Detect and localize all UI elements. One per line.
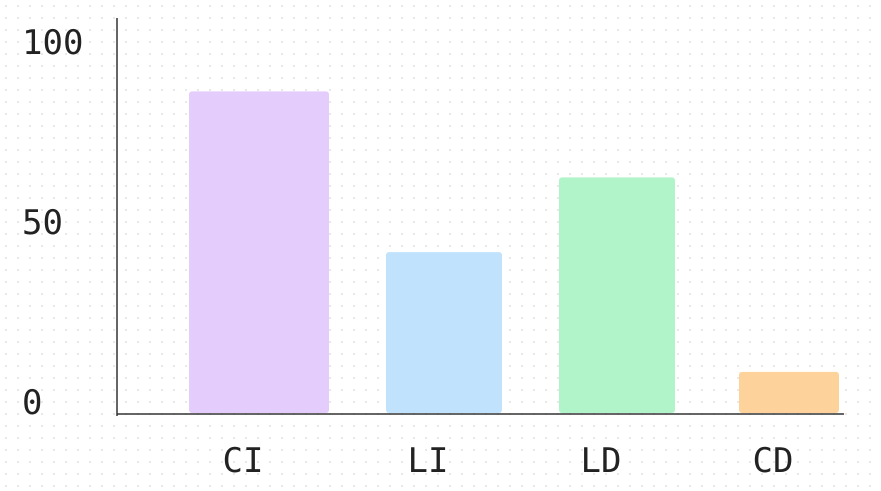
x-category-label: LD <box>581 441 622 481</box>
x-category-label: LI <box>408 441 449 481</box>
bar-ld <box>559 177 675 413</box>
x-category-label: CD <box>753 441 794 481</box>
bars-layer <box>189 91 839 414</box>
bar-li <box>386 252 502 413</box>
bar-ci <box>189 91 329 414</box>
y-tick-label: 50 <box>22 203 63 243</box>
x-category-label: CI <box>223 441 264 481</box>
y-axis-ticks: 0 50 100 <box>22 23 83 423</box>
x-axis-labels: CI LI LD CD <box>223 441 794 481</box>
y-tick-label: 0 <box>22 383 42 423</box>
y-tick-label: 100 <box>22 23 83 63</box>
bar-cd <box>739 371 839 413</box>
